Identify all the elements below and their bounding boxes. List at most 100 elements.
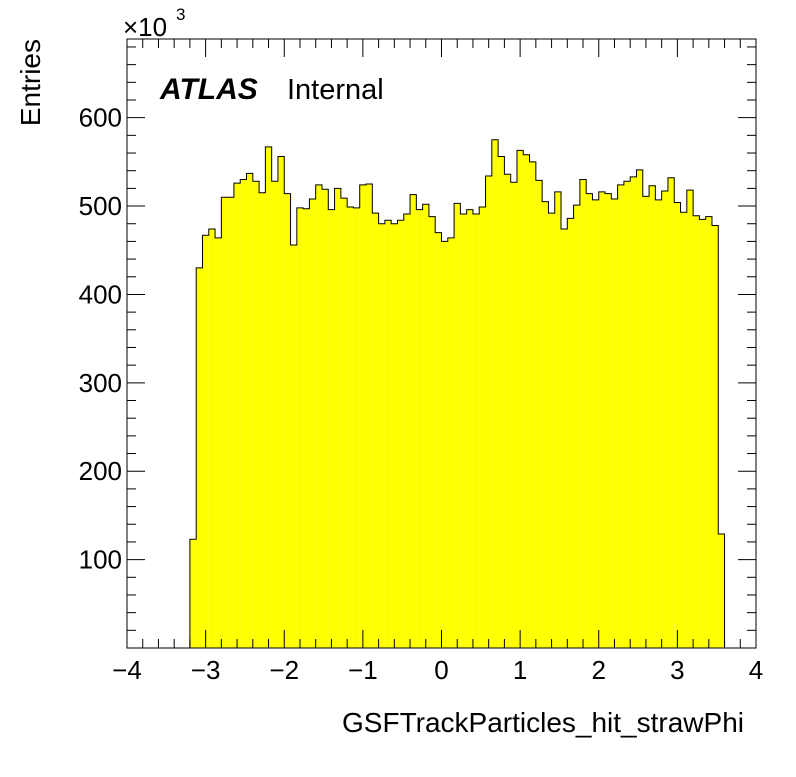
histogram-bar xyxy=(504,174,511,649)
histogram-bar xyxy=(416,209,423,649)
histogram-bar xyxy=(535,180,543,648)
histogram-bars xyxy=(189,139,726,649)
histogram-bar xyxy=(623,181,631,648)
histogram-bar xyxy=(284,193,291,648)
histogram-bar xyxy=(598,191,606,649)
y-tick-label: 600 xyxy=(79,103,122,133)
histogram-bar xyxy=(233,183,241,648)
histogram-bar xyxy=(661,191,668,648)
internal-label: Internal xyxy=(287,74,384,106)
histogram-bar xyxy=(472,214,480,648)
histogram-bar xyxy=(189,539,197,648)
histogram-bar xyxy=(271,181,278,648)
histogram-bar xyxy=(384,220,392,648)
histogram-bar xyxy=(617,184,624,648)
histogram-bar xyxy=(548,213,555,648)
x-tick-label: −1 xyxy=(348,655,378,685)
x-tick-label: 1 xyxy=(513,655,527,685)
y-tick-label: 400 xyxy=(79,279,122,309)
histogram-bar xyxy=(642,196,650,648)
histogram-bar xyxy=(667,177,675,648)
histogram-bar xyxy=(359,184,367,648)
histogram-bar xyxy=(246,173,253,648)
histogram-bar xyxy=(334,188,341,648)
histogram-bar xyxy=(328,209,335,649)
histogram-bar xyxy=(630,176,637,649)
histogram-bar xyxy=(403,214,411,648)
histogram-bar xyxy=(353,207,360,648)
histogram-bar xyxy=(510,182,517,648)
axis-tick-labels: −4 −3 −2 −1 0 1 2 3 4 100 200 300 400 500 600 xyxy=(79,103,764,685)
histogram-bar xyxy=(296,207,304,648)
histogram-bar xyxy=(340,198,348,648)
histogram-bar xyxy=(391,223,398,648)
histogram-bar xyxy=(252,181,260,648)
histogram-bar xyxy=(347,206,354,649)
histogram-bar xyxy=(680,212,687,649)
histogram-bar xyxy=(410,194,417,649)
histogram-bar xyxy=(655,199,662,648)
histogram-bar xyxy=(686,190,694,648)
histogram-bar xyxy=(523,154,530,648)
x-tick-label: −3 xyxy=(191,655,221,685)
y-axis-title: Entries xyxy=(15,39,46,126)
histogram-bar xyxy=(372,213,379,648)
x-tick-label: −4 xyxy=(112,655,142,685)
y-tick-label: 300 xyxy=(79,368,122,398)
histogram-bar xyxy=(428,216,436,648)
histogram-bar xyxy=(265,146,272,649)
y-tick-label: 100 xyxy=(79,545,122,575)
histogram-bar xyxy=(567,218,574,648)
histogram-bar xyxy=(240,179,247,649)
histogram-bar xyxy=(290,244,297,649)
histogram-bar xyxy=(227,197,234,649)
atlas-label: ATLAS xyxy=(159,73,258,106)
y-tick-label: 500 xyxy=(79,191,122,221)
histogram-bar xyxy=(447,237,455,648)
histogram-bar xyxy=(466,209,473,649)
histogram-bar xyxy=(605,193,612,648)
histogram-bar xyxy=(674,202,681,648)
histogram-bar xyxy=(460,214,467,648)
histogram-bar xyxy=(277,156,285,649)
histogram-bar xyxy=(196,267,203,648)
histogram-bar xyxy=(554,191,562,649)
histogram-bar xyxy=(315,184,322,648)
histogram-bar xyxy=(529,161,536,649)
histogram-bar xyxy=(693,215,700,648)
x-tick-label: 4 xyxy=(749,655,763,685)
histogram-bar xyxy=(516,150,524,648)
histogram-bar xyxy=(303,208,310,648)
histogram-bar xyxy=(397,220,404,648)
histogram-bar xyxy=(378,223,385,648)
histogram-bar xyxy=(309,198,316,648)
histogram-bar xyxy=(441,241,448,648)
histogram-bar xyxy=(699,219,706,649)
histogram-bar xyxy=(491,139,499,648)
histogram-bar xyxy=(259,192,266,648)
histogram-bar xyxy=(579,179,587,649)
histogram-bar xyxy=(573,205,580,648)
histogram-bar xyxy=(705,216,712,648)
y-multiplier-exponent: 3 xyxy=(176,5,185,24)
histogram-bar xyxy=(711,225,719,648)
histogram-bar xyxy=(422,204,429,649)
histogram-outline xyxy=(189,139,726,648)
histogram-bar xyxy=(542,201,549,649)
histogram-bar xyxy=(366,183,373,648)
axis-ticks xyxy=(126,39,757,649)
histogram-bar xyxy=(718,533,725,648)
histogram-bar xyxy=(479,206,486,649)
histogram-bar xyxy=(649,185,656,648)
y-tick-label: 200 xyxy=(79,456,122,486)
x-tick-label: 3 xyxy=(670,655,684,685)
histogram-bar xyxy=(485,176,492,648)
histogram-bar xyxy=(435,232,442,648)
x-axis-title: GSFTrackParticles_hit_strawPhi xyxy=(342,707,744,738)
x-tick-label: 2 xyxy=(592,655,606,685)
histogram-bar xyxy=(321,189,329,649)
x-tick-label: 0 xyxy=(434,655,448,685)
histogram-bar xyxy=(498,156,505,649)
histogram-bar xyxy=(611,198,618,648)
